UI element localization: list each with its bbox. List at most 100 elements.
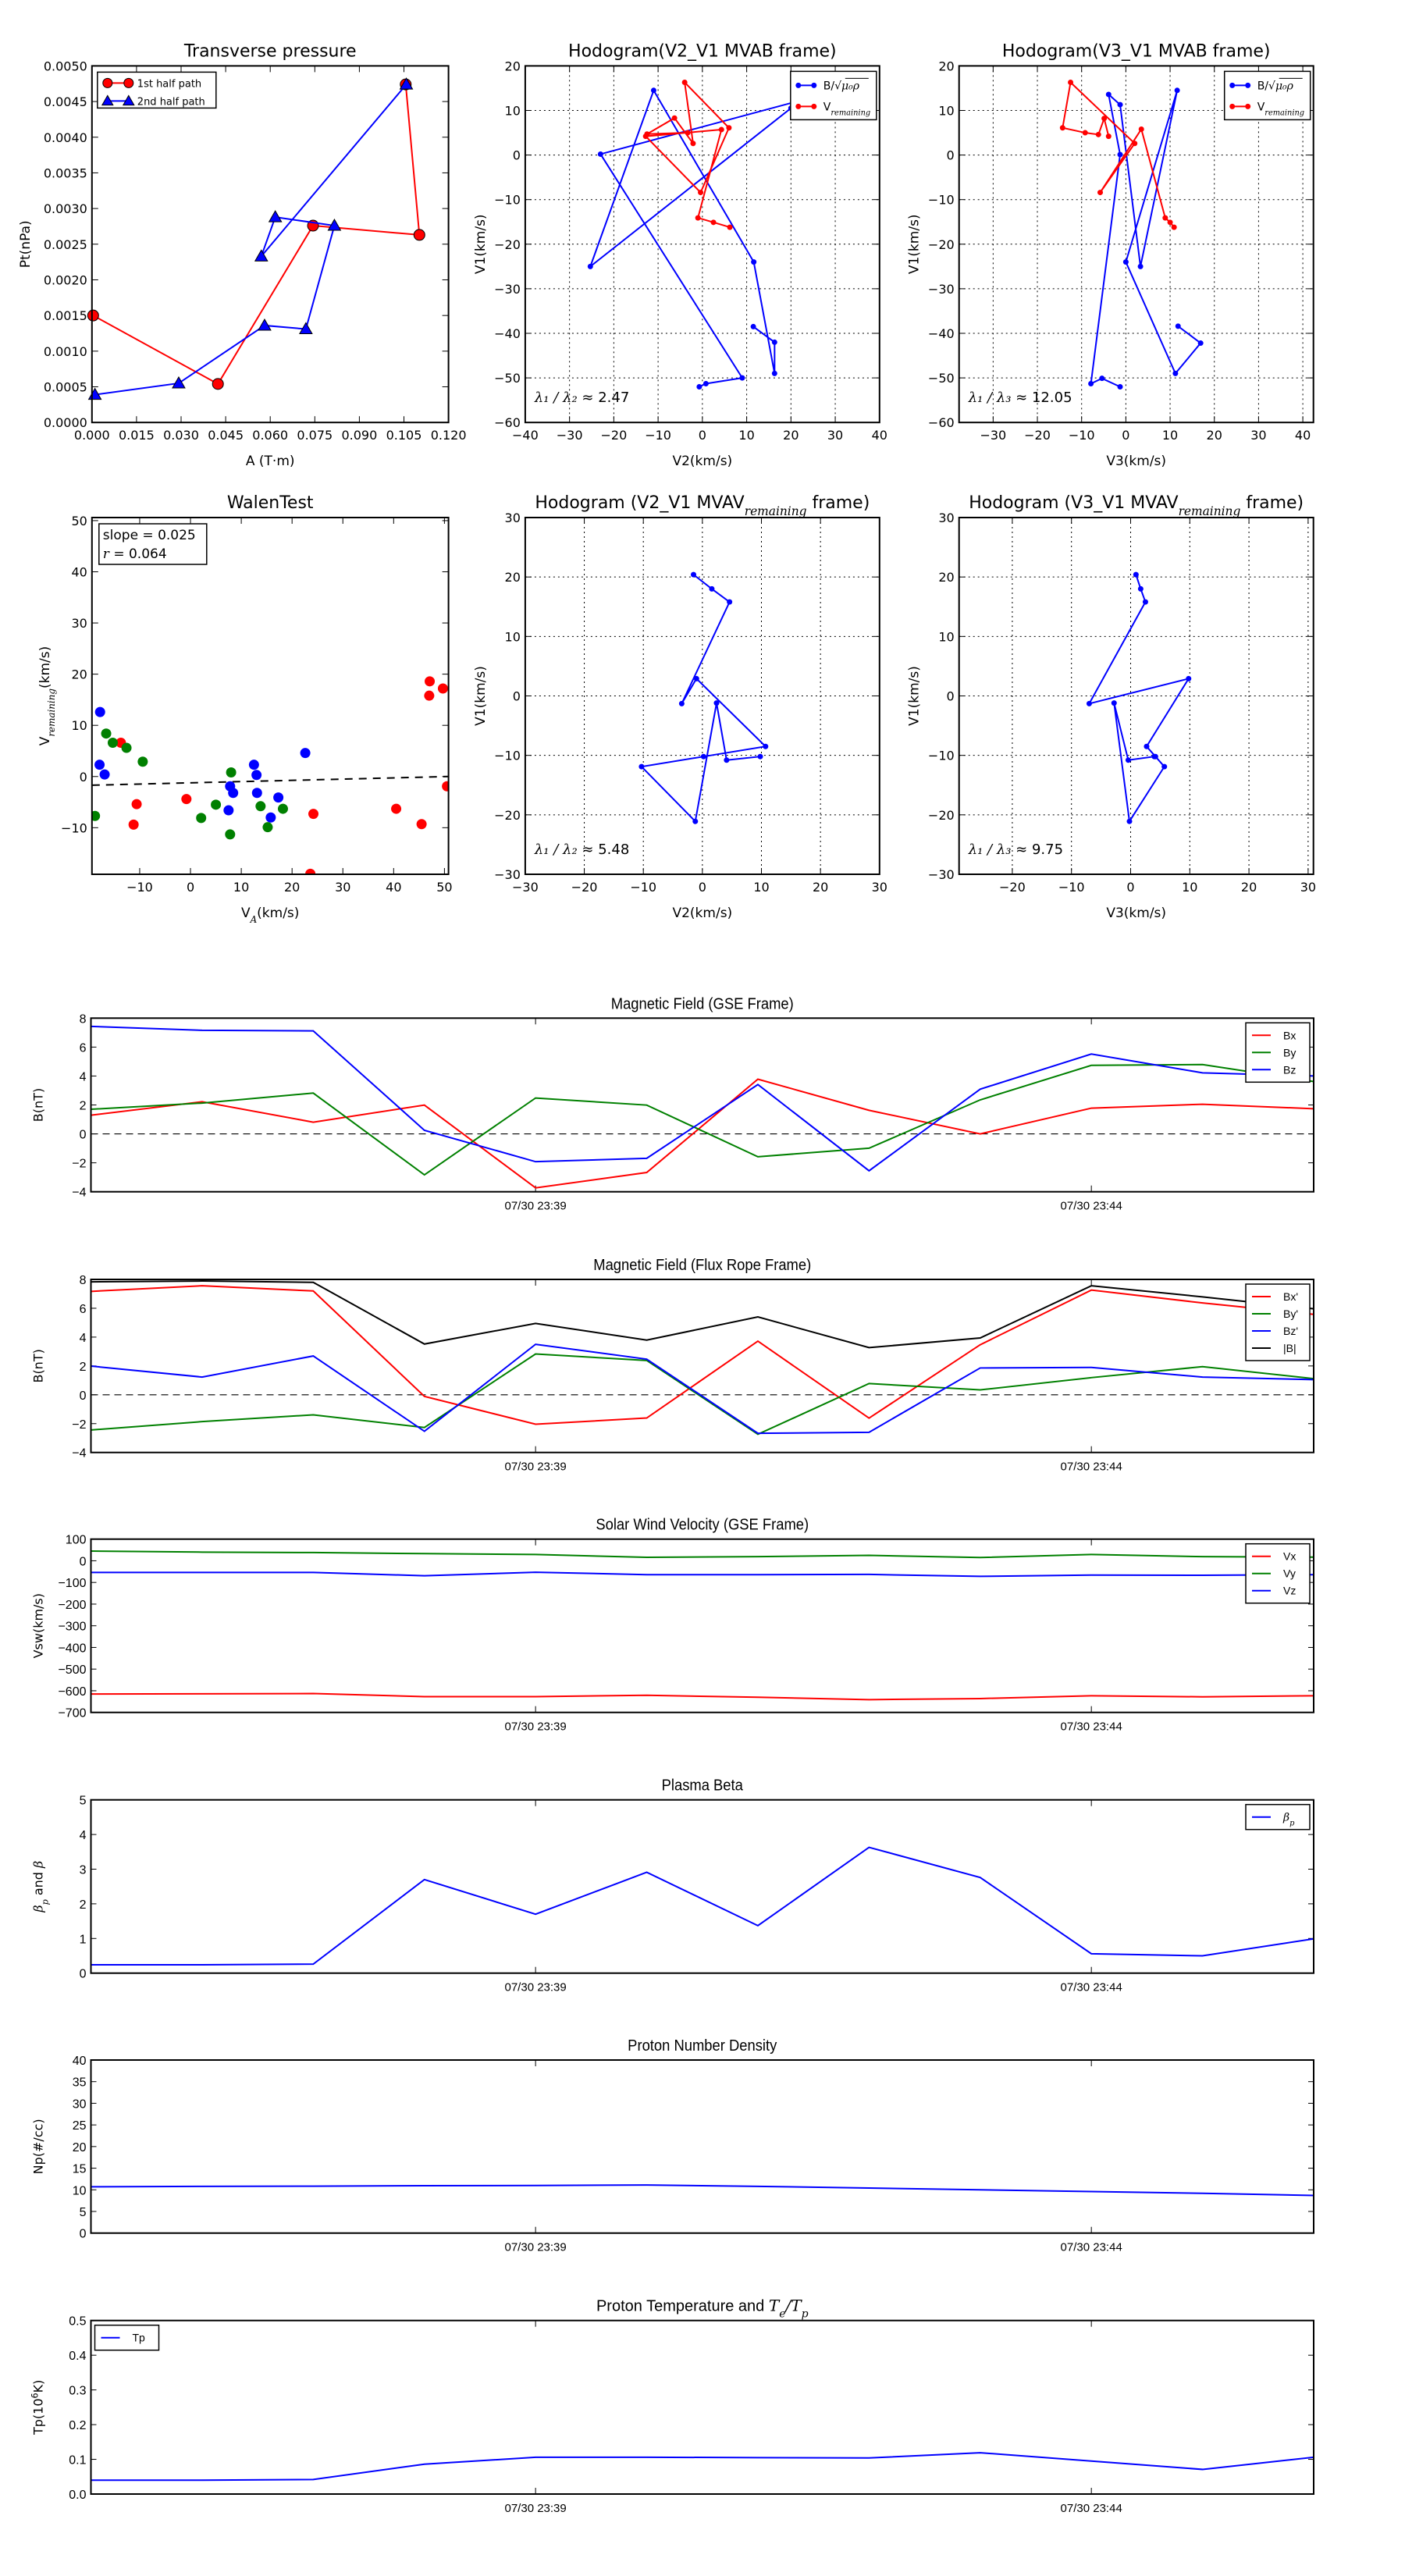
- data-point: [727, 224, 733, 230]
- data-point: [122, 94, 135, 106]
- series-line: [91, 1692, 1314, 1701]
- x-tick-label: 10: [753, 880, 769, 895]
- regression-line: [91, 775, 449, 786]
- data-point: [424, 690, 435, 701]
- data-point: [102, 77, 113, 88]
- legend-label: 1st half path: [137, 78, 201, 90]
- data-point: [597, 151, 603, 157]
- chart-title: Plasma Beta: [662, 1777, 744, 1795]
- data-point: [123, 77, 134, 88]
- data-point: [91, 810, 101, 821]
- chart-title: Magnetic Field (GSE Frame): [611, 996, 794, 1013]
- data-point: [685, 130, 691, 136]
- y-tick-label: −30: [928, 282, 955, 297]
- plot-frame: [958, 517, 1314, 875]
- y-tick-label: −400: [58, 1642, 86, 1655]
- data-point: [587, 263, 593, 269]
- y-tick-label: 4: [80, 1070, 87, 1083]
- y-tick-label: 4: [80, 1829, 87, 1842]
- x-tick-label: 40: [386, 880, 401, 895]
- y-tick-label: −20: [494, 808, 521, 823]
- data-point: [1117, 151, 1123, 158]
- y-tick-label: 0.0015: [44, 308, 87, 323]
- y-tick-label: 0.0: [69, 2489, 86, 2502]
- y-tick-label: 0: [947, 689, 955, 704]
- legend: Tp: [94, 2324, 160, 2351]
- x-tick-label: 0: [699, 428, 706, 443]
- chart-proton-temperature: Proton Temperature and Te/Tp 0.0 0.1 0.2 0.3…: [30, 2297, 1314, 2515]
- y-tick-label: −500: [58, 1663, 86, 1677]
- data-point: [1097, 190, 1104, 196]
- y-tick-label: 10: [938, 629, 954, 644]
- legend-label: Vz: [1283, 1585, 1296, 1597]
- eigenvalue-ratio-text: λ₁ / λ₂ ≈ 2.47: [534, 390, 629, 406]
- x-tick-label: 0.105: [386, 428, 422, 443]
- chart-title: Proton Temperature and Te/Tp: [596, 2297, 809, 2321]
- data-point: [698, 190, 704, 196]
- legend-label: B/√μ₀ρ: [1257, 80, 1294, 92]
- data-point: [425, 676, 436, 687]
- data-point: [750, 323, 756, 329]
- data-point: [1151, 753, 1158, 760]
- chart-solar-wind-velocity: Solar Wind Velocity (GSE Frame) −700 −600 −…: [31, 1517, 1314, 1734]
- data-point: [299, 322, 313, 335]
- plot-frame: [90, 2319, 1314, 2495]
- chart-title: Proton Number Density: [628, 2037, 777, 2055]
- data-point: [650, 87, 656, 94]
- data-point: [277, 803, 288, 814]
- x-tick-label: 30: [1300, 880, 1316, 895]
- y-tick-label: 100: [66, 1534, 87, 1547]
- x-axis-label: VA(km/s): [241, 906, 300, 925]
- y-tick-label: 20: [505, 59, 521, 73]
- legend-box: [1245, 1283, 1311, 1361]
- fit-stats-box: slope = 0.025 r = 0.064: [98, 523, 208, 565]
- y-tick-label: −20: [928, 237, 955, 252]
- y-tick-label: 2: [80, 1361, 87, 1374]
- legend: βp: [1245, 1803, 1311, 1831]
- chart-title: Hodogram (V3_V1 MVAVremaining frame): [969, 493, 1304, 518]
- data-point: [308, 809, 319, 820]
- chart-title: Hodogram(V3_V1 MVAB frame): [1002, 41, 1271, 61]
- data-point: [1101, 116, 1108, 122]
- data-point: [691, 571, 697, 578]
- legend-label: Bz': [1283, 1325, 1298, 1337]
- data-point: [709, 585, 715, 592]
- legend: Bx' By' Bz' |B|: [1245, 1283, 1311, 1361]
- x-tick-label: −20: [600, 428, 627, 443]
- chart-magnetic-field-flux-rope: Magnetic Field (Flux Rope Frame) −4 −2 0 2 4 6…: [31, 1257, 1314, 1474]
- x-tick-label: 30: [1250, 428, 1266, 443]
- data-point: [137, 756, 148, 767]
- legend: 1st half path 2nd half path: [97, 71, 217, 109]
- legend-label: Vremaining: [823, 101, 870, 117]
- data-point: [254, 249, 269, 262]
- y-axis-label: V1(km/s): [473, 214, 489, 274]
- legend-box: [1223, 70, 1311, 121]
- series-line: [91, 2184, 1314, 2197]
- x-tick-label: 20: [783, 428, 799, 443]
- data-point: [1082, 130, 1088, 136]
- data-point: [1144, 743, 1150, 749]
- x-tick-label: −20: [999, 880, 1026, 895]
- y-tick-label: 0.3: [69, 2385, 86, 2398]
- data-point: [1099, 375, 1105, 382]
- data-point: [644, 131, 650, 137]
- y-tick-label: 0: [80, 1968, 87, 1981]
- legend-label: Bx': [1283, 1290, 1298, 1303]
- x-tick-label: 20: [813, 880, 828, 895]
- y-tick-label: 10: [938, 104, 954, 119]
- y-axis-label: Np(#/cc): [31, 2119, 46, 2174]
- x-axis-label: V2(km/s): [672, 454, 732, 469]
- x-tick-label: 0.030: [163, 428, 199, 443]
- data-point: [1245, 82, 1251, 88]
- y-tick-label: 10: [505, 104, 521, 119]
- data-point: [757, 753, 763, 760]
- data-point: [1167, 219, 1173, 226]
- y-tick-label: −20: [928, 808, 955, 823]
- x-tick-label: 40: [1295, 428, 1311, 443]
- x-tick-label: 07/30 23:39: [505, 1720, 567, 1734]
- data-point: [413, 229, 425, 241]
- x-axis-label: A (T·m): [246, 454, 295, 469]
- series-line: [589, 88, 814, 388]
- y-tick-label: 5: [80, 1795, 87, 1808]
- y-axis-label: V1(km/s): [473, 666, 489, 726]
